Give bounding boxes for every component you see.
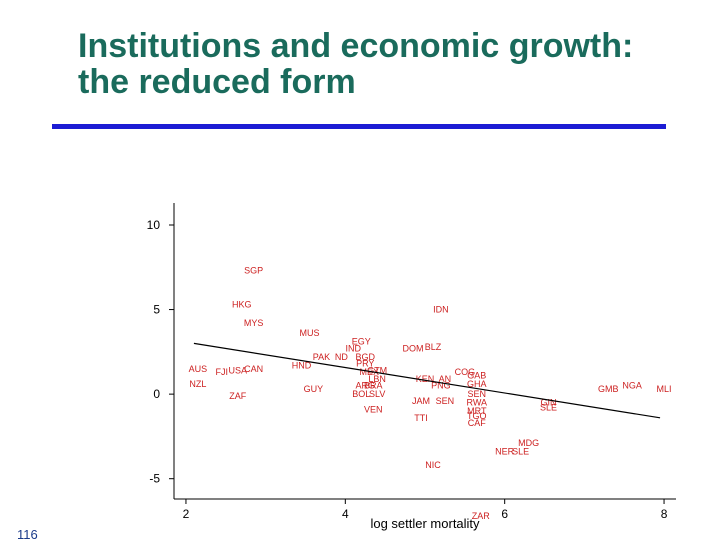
point-label: SEN <box>468 389 487 399</box>
point-label: BOL <box>352 389 370 399</box>
point-label: SLE <box>512 447 529 457</box>
point-label: MUS <box>299 328 319 338</box>
point-label: TTI <box>414 413 428 423</box>
point-label: HKG <box>232 299 252 309</box>
point-label: GAB <box>467 371 486 381</box>
x-tick-label: 4 <box>342 507 349 521</box>
point-label: NGA <box>622 381 642 391</box>
point-label: ARG <box>355 381 375 391</box>
fit-line <box>193 342 661 419</box>
point-label: AN <box>439 374 452 384</box>
point-label: BLZ <box>425 342 442 352</box>
point-label: JAM <box>412 396 430 406</box>
point-label: ZAR <box>472 511 491 521</box>
slide-title-line-1: Institutions and economic growth: <box>78 27 634 65</box>
point-label: USA <box>228 365 247 375</box>
page-number: 116 <box>17 527 38 542</box>
axis-ticks: 2 4 6 8 10 5 0 -5 <box>147 218 668 521</box>
point-label: COG <box>455 367 476 377</box>
point-label: MRT <box>467 406 487 416</box>
point-label: NER <box>495 447 515 457</box>
point-label: SGP <box>244 266 263 276</box>
point-label: SLV <box>369 389 385 399</box>
point-label: DOM <box>403 343 424 353</box>
point-label: ND <box>335 352 348 362</box>
point-label: VEN <box>364 404 383 414</box>
slide-title-line-2: the reduced form <box>78 63 356 101</box>
point-label: PRY <box>356 359 374 369</box>
point-label: IDN <box>433 305 449 315</box>
point-label: FJI <box>216 367 229 377</box>
x-tick-label: 6 <box>501 507 508 521</box>
point-label: GUY <box>304 384 324 394</box>
slide-title: Institutions and economic growth: the re… <box>78 28 633 100</box>
point-label: NIC <box>425 460 441 470</box>
plot-frame <box>173 203 676 500</box>
point-label: BGD <box>355 352 375 362</box>
point-label: GMB <box>598 384 619 394</box>
point-label: EGY <box>352 337 371 347</box>
point-label: GHA <box>467 379 487 389</box>
point-label: CAN <box>244 364 263 374</box>
x-tick-label: 8 <box>661 507 668 521</box>
x-axis-title: log settler mortality <box>370 516 480 531</box>
point-label: AUS <box>189 364 208 374</box>
x-tick-label: 2 <box>183 507 190 521</box>
point-label: CAF <box>468 418 487 428</box>
point-label: ZAF <box>229 391 247 401</box>
point-label: MDG <box>518 438 539 448</box>
point-label: PAK <box>313 352 330 362</box>
point-label: MEX <box>359 367 379 377</box>
point-label: KEN <box>416 374 435 384</box>
point-label: PNG <box>431 381 451 391</box>
point-label: TGO <box>467 411 487 421</box>
title-underline <box>52 124 666 129</box>
y-tick-label: -5 <box>149 472 160 486</box>
point-label: GIN <box>541 398 557 408</box>
point-label: BRA <box>364 381 383 391</box>
point-label: MLI <box>657 384 672 394</box>
y-tick-label: 5 <box>153 303 160 317</box>
point-label: RWA <box>467 398 488 408</box>
point-label: LBN <box>368 374 386 384</box>
point-label: NZL <box>189 379 206 389</box>
point-label: SLE <box>540 403 557 413</box>
point-label: MYS <box>244 318 264 328</box>
point-label: IND <box>346 343 362 353</box>
y-tick-label: 0 <box>153 387 160 401</box>
point-label: HND <box>292 360 312 370</box>
point-label: GTM <box>367 365 387 375</box>
point-label: SEN <box>436 396 455 406</box>
y-tick-label: 10 <box>147 218 161 232</box>
